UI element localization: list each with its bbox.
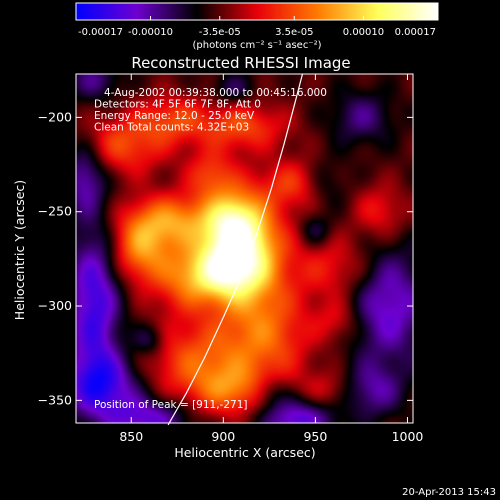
plot-area: 4-Aug-2002 00:39:38.000 to 00:45:16.000D… <box>38 73 423 444</box>
x-axis-ticks: 850 900 950 1000 <box>119 74 423 444</box>
colorbar-tick-label: 3.5e-05 <box>275 27 313 38</box>
footer-timestamp: 20-Apr-2013 15:43 <box>402 487 496 498</box>
colorbar-tick-label: -0.00010 <box>128 27 173 38</box>
colorbar-frame <box>75 2 439 21</box>
colorbar-tick-label: 0.00010 <box>343 27 384 38</box>
colorbar-tick-label: -0.00017 <box>78 27 123 38</box>
plot-frame <box>75 73 414 424</box>
annotation-line: Clean Total counts: 4.32E+03 <box>94 122 249 134</box>
colorbar-tick-label: 0.00017 <box>395 27 436 38</box>
colorbar: -0.00017 -0.00010 -3.5e-05 3.5e-05 0.00010 0.… <box>75 2 439 51</box>
colorbar-ticks: -0.00017 -0.00010 -3.5e-05 3.5e-05 0.00010 0.… <box>75 16 439 38</box>
annotation-line: 4-Aug-2002 00:39:38.000 to 00:45:16.000 <box>104 87 327 99</box>
y-tick-label: −300 <box>38 298 72 313</box>
y-tick-label: −200 <box>38 109 72 124</box>
chart-title: Reconstructed RHESSI Image <box>131 54 350 72</box>
y-tick-label: −350 <box>38 392 72 407</box>
annotation-line: Energy Range: 12.0 - 25.0 keV <box>94 110 255 122</box>
solar-limb-line <box>167 73 304 426</box>
annotation-block: 4-Aug-2002 00:39:38.000 to 00:45:16.000D… <box>94 87 327 134</box>
colorbar-tick-label: -3.5e-05 <box>199 27 241 38</box>
colorbar-unit-label: (photons cm⁻² s⁻¹ asec⁻²) <box>192 40 321 51</box>
annotation-line: Detectors: 4F 5F 6F 7F 8F, Att 0 <box>94 99 261 111</box>
colorbar-gradient <box>76 3 438 20</box>
peak-position-label: Position of Peak = [911,-271] <box>94 399 248 411</box>
y-axis-ticks: −200 −250 −300 −350 <box>38 109 413 407</box>
x-tick-label: 850 <box>119 429 143 444</box>
x-tick-label: 900 <box>211 429 235 444</box>
y-tick-label: −250 <box>38 204 72 219</box>
y-axis-label: Heliocentric Y (arcsec) <box>12 180 27 320</box>
x-tick-label: 950 <box>303 429 327 444</box>
x-tick-label: 1000 <box>392 429 424 444</box>
x-axis-label: Heliocentric X (arcsec) <box>174 445 315 460</box>
heatmap-image <box>76 74 413 423</box>
